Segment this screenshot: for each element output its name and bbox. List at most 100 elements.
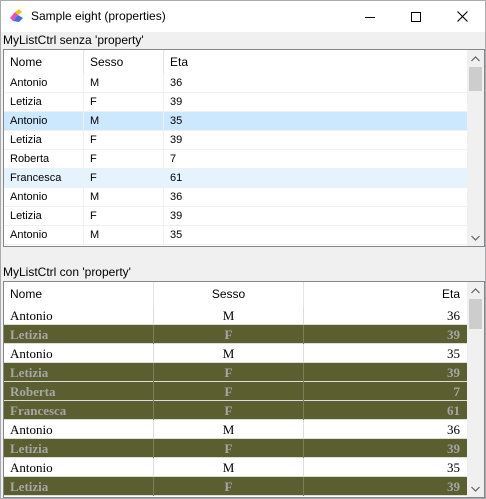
list1-column-header-sesso[interactable]: Sesso [84,50,164,74]
list2-scroll-down-button[interactable] [467,480,484,497]
list1-column-header-eta[interactable]: Eta [170,55,189,69]
list1-row[interactable]: Antonio M 36 [4,74,468,93]
list2-cell-nome: Roberta [4,382,154,401]
list2-cell-nome: Antonio [4,306,154,325]
list1-scrollbar[interactable] [467,50,484,246]
list1-row[interactable]: Letizia F 39 [4,207,468,226]
minimize-icon [365,16,375,18]
list2-cell-sesso: F [154,382,304,401]
list1-cell-eta: 39 [170,134,183,146]
list2-row[interactable]: Letizia F 39 [4,477,468,496]
list2-column-header-sesso[interactable]: Sesso [154,282,304,306]
list2-cell-sesso: F [154,401,304,420]
list2-cell-nome: Letizia [4,439,154,458]
list1-cell-nome: Antonio [4,188,84,207]
list2-row[interactable]: Antonio M 35 [4,458,468,477]
list2-label: MyListCtrl con 'property' [3,265,131,279]
list1-cell-nome: Roberta [4,150,84,169]
list2-scrollbar[interactable] [467,282,484,497]
list2-column-header-eta[interactable]: Eta [441,287,460,301]
list1-scroll-thumb[interactable] [469,67,482,91]
list1-scroll-down-button[interactable] [467,229,484,246]
list1-cell-nome: Letizia [4,93,84,112]
list1-row[interactable]: Antonio M 35 [4,112,468,131]
close-icon [456,11,468,22]
list1-row[interactable]: Letizia F 39 [4,93,468,112]
maximize-button[interactable] [393,1,439,32]
list2-cell-eta: 36 [447,308,460,323]
chevron-up-icon [471,287,480,293]
list1-cell-sesso: F [84,169,164,188]
list2-cell-eta: 35 [447,460,460,475]
list2-cell-nome: Francesca [4,401,154,420]
close-button[interactable] [439,1,485,32]
list1-cell-eta: 36 [170,77,183,89]
list2-row[interactable]: Antonio M 35 [4,344,468,363]
list1-row[interactable]: Francesca F 61 [4,169,468,188]
list2-row[interactable]: Letizia F 39 [4,439,468,458]
list1-cell-nome: Antonio [4,112,84,131]
list1-cell-sesso: F [84,93,164,112]
list2-cell-eta: 35 [447,346,460,361]
list1-column-header-nome[interactable]: Nome [4,50,84,74]
list2-cell-eta: 7 [453,384,461,399]
list1-row[interactable]: Antonio M 35 [4,226,468,245]
list2-cell-sesso: M [154,420,304,439]
chevron-down-icon [471,486,480,492]
list2-cell-nome: Letizia [4,325,154,344]
list2-row[interactable]: Francesca F 61 [4,401,468,420]
list2-row[interactable]: Antonio M 36 [4,306,468,325]
list2-cell-eta: 36 [447,422,460,437]
list2-cell-eta: 39 [447,327,460,342]
list-ctrl-with-property[interactable]: Nome Sesso Eta Antonio M 36 Letizia F 39 Anton… [3,281,485,498]
list2-row[interactable]: Letizia F 39 [4,363,468,382]
list2-column-header-nome[interactable]: Nome [4,282,154,306]
list1-cell-sesso: M [84,226,164,245]
list2-cell-eta: 61 [447,403,460,418]
list2-row[interactable]: Antonio M 36 [4,420,468,439]
list2-cell-nome: Antonio [4,420,154,439]
list2-cell-sesso: F [154,363,304,382]
list1-cell-eta: 39 [170,96,183,108]
list1-cell-eta: 7 [170,153,177,165]
list1-cell-nome: Antonio [4,226,84,245]
maximize-icon [411,11,421,22]
list2-scroll-thumb[interactable] [469,299,482,329]
chevron-up-icon [471,55,480,61]
list1-cell-sesso: F [84,131,164,150]
list1-label: MyListCtrl senza 'property' [3,33,144,47]
list1-cell-nome: Letizia [4,207,84,226]
minimize-button[interactable] [347,1,393,32]
list1-cell-sesso: F [84,207,164,226]
list1-row[interactable]: Antonio M 36 [4,188,468,207]
list1-scroll-up-button[interactable] [467,50,484,67]
list2-scroll-up-button[interactable] [467,282,484,299]
list1-row[interactable]: Roberta F 7 [4,150,468,169]
list1-cell-sesso: F [84,150,164,169]
chevron-down-icon [471,235,480,241]
list1-cell-nome: Letizia [4,131,84,150]
list2-row[interactable]: Roberta F 7 [4,382,468,401]
list1-cell-sesso: M [84,74,164,93]
list2-cell-eta: 39 [447,479,460,494]
title-bar[interactable]: Sample eight (properties) [1,1,485,32]
list-ctrl-without-property[interactable]: Nome Sesso Eta Antonio M 36 Letizia F 39 Anton… [3,49,485,247]
list2-cell-nome: Letizia [4,363,154,382]
list2-header: Nome Sesso Eta [4,282,468,306]
list2-cell-eta: 39 [447,365,460,380]
list1-cell-eta: 61 [170,172,183,184]
list2-cell-sesso: M [154,344,304,363]
app-icon [10,9,23,22]
list2-cell-sesso: F [154,325,304,344]
list1-cell-nome: Francesca [4,169,84,188]
list2-cell-nome: Antonio [4,344,154,363]
list1-cell-eta: 35 [170,115,183,127]
list1-cell-eta: 39 [170,210,183,222]
list2-cell-eta: 39 [447,441,460,456]
list1-cell-sesso: M [84,188,164,207]
list2-row[interactable]: Letizia F 39 [4,325,468,344]
list1-row[interactable]: Letizia F 39 [4,131,468,150]
list2-cell-nome: Letizia [4,477,154,496]
list2-cell-sesso: F [154,477,304,496]
